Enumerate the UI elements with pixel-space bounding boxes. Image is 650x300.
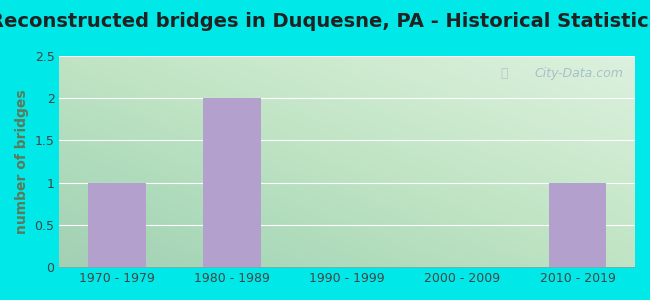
Text: City-Data.com: City-Data.com [534, 67, 623, 80]
Bar [88, 183, 146, 267]
Bar [549, 183, 606, 267]
Bar [203, 98, 261, 267]
Text: ⦿: ⦿ [501, 67, 508, 80]
Text: Reconstructed bridges in Duquesne, PA - Historical Statistics: Reconstructed bridges in Duquesne, PA - … [0, 12, 650, 31]
Y-axis label: number of bridges: number of bridges [15, 89, 29, 234]
